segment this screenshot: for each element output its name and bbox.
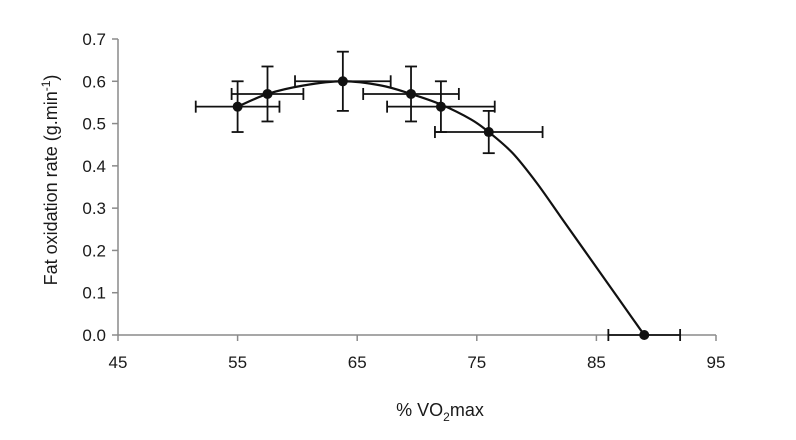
data-point	[406, 88, 417, 99]
y-tick-label: 0.5	[82, 115, 106, 134]
fit-curve	[237, 80, 646, 336]
y-tick-label: 0.3	[82, 199, 106, 218]
x-tick-label: 95	[707, 353, 726, 372]
x-tick-label: 55	[228, 353, 247, 372]
tick-labels: 45 55 65 75 85 95 0.0 0.1 0.2 0.3 0.4 0.5 0.6 0.7	[82, 30, 725, 372]
data-point	[337, 76, 348, 87]
x-axis-title: % VO2max	[396, 400, 484, 424]
y-tick-label: 0.4	[82, 157, 106, 176]
data-point	[483, 127, 494, 138]
y-axis-title: Fat oxidation rate (g.min-1)	[39, 75, 61, 286]
data-point	[435, 101, 446, 112]
x-tick-label: 85	[587, 353, 606, 372]
y-tick-label: 0.2	[82, 241, 106, 260]
axes	[117, 39, 716, 336]
y-tick-label: 0.7	[82, 30, 106, 49]
fit-curve-group	[237, 80, 646, 336]
y-tick-label: 0.6	[82, 72, 106, 91]
data-point	[232, 101, 243, 112]
y-tick-label: 0.0	[82, 326, 106, 345]
data-point	[639, 330, 650, 340]
x-tick-label: 45	[109, 353, 128, 372]
x-tick-label: 65	[348, 353, 367, 372]
tick-marks	[112, 38, 717, 341]
data-point	[262, 88, 273, 99]
data-points	[232, 76, 650, 340]
y-tick-label: 0.1	[82, 284, 106, 303]
x-tick-label: 75	[467, 353, 486, 372]
